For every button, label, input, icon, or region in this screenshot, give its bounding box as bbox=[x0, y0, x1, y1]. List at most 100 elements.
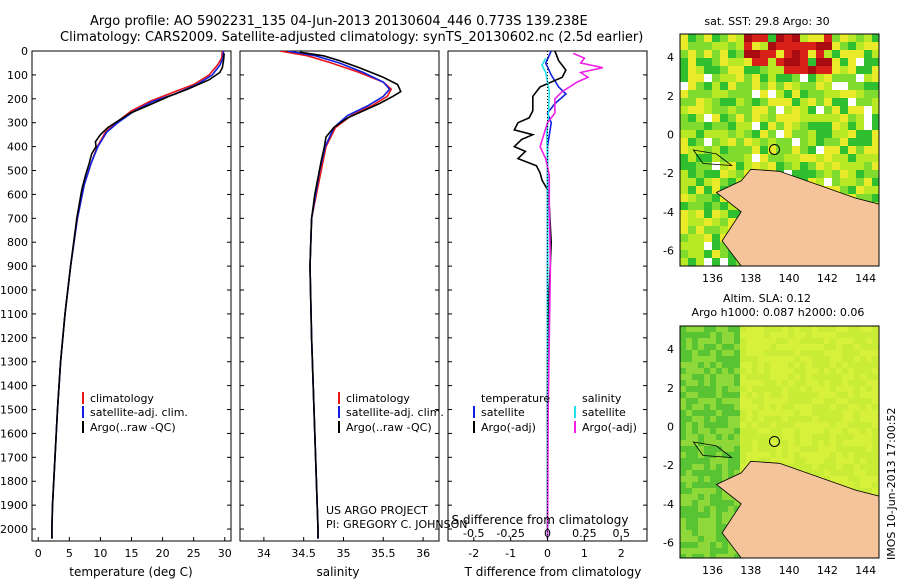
map-cell bbox=[824, 90, 832, 98]
map-cell bbox=[680, 554, 686, 558]
map-cell bbox=[720, 258, 728, 266]
map-cell bbox=[872, 138, 879, 146]
map-cell bbox=[848, 154, 856, 162]
map-cell bbox=[866, 380, 872, 386]
map-cell bbox=[680, 416, 686, 422]
map-cell bbox=[728, 130, 736, 138]
map-cell bbox=[760, 98, 768, 106]
map-cell bbox=[760, 74, 768, 82]
map-cell bbox=[758, 338, 764, 344]
map-cell bbox=[728, 42, 736, 50]
map-cell bbox=[854, 392, 860, 398]
map-cell bbox=[680, 138, 688, 146]
map-cell bbox=[768, 130, 776, 138]
map-cell bbox=[776, 356, 782, 362]
map-cell bbox=[872, 338, 878, 344]
map-cell bbox=[764, 446, 770, 452]
map-cell bbox=[740, 350, 746, 356]
map-cell bbox=[720, 218, 728, 226]
map-cell bbox=[854, 380, 860, 386]
map-cell bbox=[688, 234, 696, 242]
map-cell bbox=[680, 146, 688, 154]
temperature-legend: climatology satellite-adj. clim. Argo(..… bbox=[82, 392, 188, 434]
map-ytick-label: 4 bbox=[667, 51, 674, 64]
map-cell bbox=[712, 178, 720, 186]
map-cell bbox=[866, 392, 872, 398]
map-cell bbox=[800, 146, 808, 154]
map-cell bbox=[698, 422, 704, 428]
map-cell bbox=[688, 242, 696, 250]
map-cell bbox=[692, 554, 698, 558]
map-cell bbox=[688, 186, 696, 194]
map-cell bbox=[806, 392, 812, 398]
map-cell bbox=[854, 350, 860, 356]
map-cell bbox=[776, 50, 784, 58]
map-cell bbox=[866, 458, 872, 464]
map-cell bbox=[728, 326, 734, 332]
map-cell bbox=[688, 258, 696, 266]
map-cell bbox=[854, 404, 860, 410]
map-cell bbox=[722, 554, 728, 558]
map-cell bbox=[818, 380, 824, 386]
map-cell bbox=[728, 350, 734, 356]
map-cell bbox=[794, 344, 800, 350]
map-cell bbox=[800, 428, 806, 434]
map-cell bbox=[792, 34, 800, 42]
map-cell bbox=[698, 374, 704, 380]
map-cell bbox=[696, 106, 704, 114]
map-cell bbox=[784, 98, 792, 106]
map-cell bbox=[842, 332, 848, 338]
map-cell bbox=[812, 434, 818, 440]
map-cell bbox=[710, 506, 716, 512]
map-cell bbox=[704, 512, 710, 518]
map-cell bbox=[776, 446, 782, 452]
map-cell bbox=[824, 380, 830, 386]
map-cell bbox=[860, 422, 866, 428]
map-cell bbox=[866, 470, 872, 476]
map-cell bbox=[866, 404, 872, 410]
map-cell bbox=[824, 392, 830, 398]
map-cell bbox=[832, 130, 840, 138]
map-cell bbox=[842, 440, 848, 446]
map-cell bbox=[744, 58, 752, 66]
map-cell bbox=[680, 548, 686, 554]
map-cell bbox=[854, 374, 860, 380]
map-cell bbox=[704, 130, 712, 138]
map-cell bbox=[704, 548, 710, 554]
map-cell bbox=[776, 398, 782, 404]
map-cell bbox=[784, 90, 792, 98]
map-cell bbox=[734, 374, 740, 380]
map-cell bbox=[768, 58, 776, 66]
map-cell bbox=[716, 356, 722, 362]
map-cell bbox=[680, 464, 686, 470]
map-cell bbox=[856, 194, 864, 202]
map-cell bbox=[704, 106, 712, 114]
map-cell bbox=[698, 458, 704, 464]
map-ytick-label: 0 bbox=[667, 129, 674, 142]
map-cell bbox=[704, 332, 710, 338]
map-cell bbox=[776, 374, 782, 380]
map-cell bbox=[848, 464, 854, 470]
temperature-lines bbox=[51, 51, 225, 539]
map-cell bbox=[704, 234, 712, 242]
map-cell bbox=[680, 392, 686, 398]
map-cell bbox=[688, 202, 696, 210]
map-land bbox=[715, 460, 879, 558]
map-cell bbox=[716, 548, 722, 554]
map-xtick-label: 140 bbox=[779, 272, 800, 285]
map-cell bbox=[704, 138, 712, 146]
map-cell bbox=[720, 98, 728, 106]
map-cell bbox=[696, 242, 704, 250]
map-cell bbox=[872, 66, 879, 74]
map-cell bbox=[686, 500, 692, 506]
map-cell bbox=[808, 170, 816, 178]
map-cell bbox=[854, 332, 860, 338]
map-cell bbox=[866, 488, 872, 494]
differences-xtick-label: -2 bbox=[468, 547, 479, 560]
map-cell bbox=[842, 326, 848, 332]
map-cell bbox=[788, 368, 794, 374]
map-cell bbox=[720, 138, 728, 146]
map-cell bbox=[832, 98, 840, 106]
map-cell bbox=[812, 392, 818, 398]
legend-t-argo-label: Argo(-adj) bbox=[481, 421, 536, 434]
